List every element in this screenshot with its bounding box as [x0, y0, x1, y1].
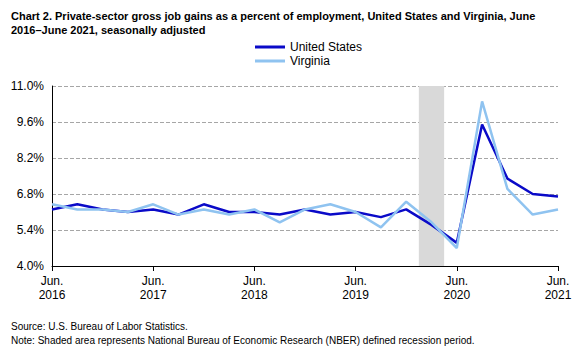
svg-text:4.0%: 4.0% — [17, 259, 45, 273]
svg-text:Source: U.S. Bureau of Labor S: Source: U.S. Bureau of Labor Statistics. — [11, 321, 188, 332]
svg-text:2017: 2017 — [140, 288, 167, 302]
svg-text:Jun.: Jun. — [41, 274, 64, 288]
svg-text:2016: 2016 — [39, 288, 66, 302]
svg-text:2020: 2020 — [443, 288, 470, 302]
svg-text:Jun.: Jun. — [344, 274, 367, 288]
svg-text:5.4%: 5.4% — [17, 223, 45, 237]
svg-text:Jun.: Jun. — [445, 274, 468, 288]
svg-text:11.0%: 11.0% — [11, 79, 44, 93]
svg-text:6.8%: 6.8% — [17, 187, 45, 201]
svg-text:Note: Shaded area represents N: Note: Shaded area represents National Bu… — [11, 335, 475, 346]
svg-text:8.2%: 8.2% — [17, 151, 45, 165]
svg-text:9.6%: 9.6% — [17, 115, 45, 129]
svg-text:Jun.: Jun. — [142, 274, 165, 288]
svg-text:Jun.: Jun. — [243, 274, 266, 288]
svg-text:Chart 2. Private-sector gross: Chart 2. Private-sector gross job gains … — [11, 10, 538, 22]
svg-text:2018: 2018 — [241, 288, 268, 302]
svg-text:2016–June 2021, seasonally adj: 2016–June 2021, seasonally adjusted — [11, 24, 205, 36]
svg-text:Jun.: Jun. — [547, 274, 570, 288]
svg-text:2019: 2019 — [342, 288, 369, 302]
svg-text:United States: United States — [290, 40, 362, 54]
svg-text:Virginia: Virginia — [290, 54, 330, 68]
svg-text:2021: 2021 — [545, 288, 572, 302]
